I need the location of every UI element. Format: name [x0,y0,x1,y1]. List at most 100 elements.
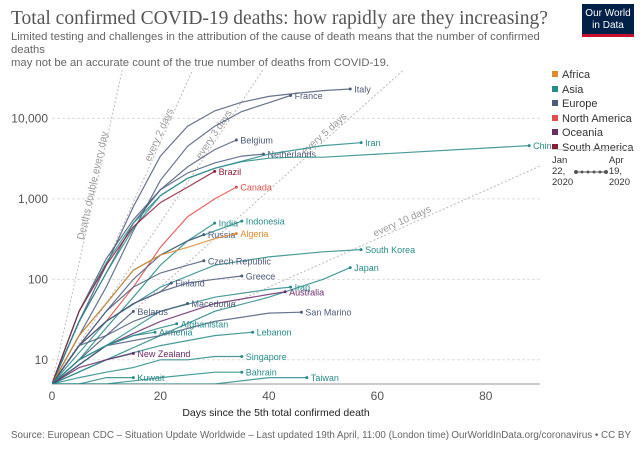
x-tick-label: 0 [49,389,56,403]
legend-swatch [552,114,558,121]
timeline-control[interactable]: Jan 22, 2020 Apr 19, 2020 [552,155,634,191]
series-label: Belarus [137,307,168,317]
series-endpoint [283,290,287,294]
timeline-handle-start[interactable] [574,170,578,174]
reference-line [52,69,123,384]
legend-swatch [552,71,558,77]
timeline-dot [580,170,584,174]
timeline-end-day: 19, [608,166,623,177]
series-line-new-zealand [52,352,134,384]
series-endpoint [234,138,238,142]
timeline-start-day: 22, [552,166,566,177]
legend-item-africa[interactable]: Africa [552,68,634,83]
series-line-greece [52,275,242,384]
series-label: Singapore [246,352,287,362]
series-label: South Korea [365,245,415,255]
logo-line-2: in Data [592,20,624,31]
legend-swatch [552,100,558,106]
series-label: Czech Republic [208,256,272,266]
series-endpoint [234,185,238,189]
legend-label: Asia [562,83,584,96]
legend-item-south-america[interactable]: South America [552,141,634,156]
series-endpoint [359,141,363,145]
legend-label: Oceania [562,127,603,139]
y-tick-label: 100 [28,272,48,286]
owid-link[interactable]: OurWorldInData.org/coronavirus • CC BY [451,430,631,441]
legend-item-north-america[interactable]: North America [552,112,634,127]
series-label: Algeria [240,229,268,239]
owid-logo[interactable]: Our World in Data [582,4,634,37]
series-endpoint [234,232,238,236]
series-line-armenia [52,331,156,384]
series-endpoint [131,309,135,313]
series-label: India [219,219,239,229]
series-endpoint [175,322,179,326]
series-endpoint [213,169,217,173]
series-endpoint [348,266,352,270]
timeline-start: Jan 22, 2020 [552,155,573,188]
series-endpoint [240,354,244,358]
series-label: Lebanon [257,328,292,338]
series-label: Bahrain [246,368,277,378]
series-line-brazil [52,170,216,384]
reference-line-label: every 3 days [194,108,235,161]
series-endpoint [240,219,244,223]
timeline-dot [592,170,596,174]
chart-legend: Africa Asia Europe North America Oceania… [552,68,634,155]
series-label: Afghanistan [181,319,229,329]
legend-swatch [552,129,558,135]
series-label: Brazil [219,167,242,177]
series-endpoint [169,281,173,285]
reference-line-label: every 10 days [372,204,433,239]
series-label: Italy [354,85,371,95]
series-label: China [533,141,557,151]
reference-line [52,69,404,384]
legend-swatch [552,85,558,92]
timeline-end-month: Apr [608,155,624,166]
series-label: Iran [365,138,381,148]
chart-subtitle: Limited testing and challenges in the at… [11,31,551,70]
reference-line-label: Deaths double every day [76,131,111,241]
series-label: Macedonia [192,299,236,309]
series-endpoint [186,302,190,306]
timeline-end-year: 2020 [608,177,630,188]
timeline-start-month: Jan [552,155,568,166]
series-endpoint [131,351,135,355]
timeline-handle-end[interactable] [604,170,608,174]
y-tick-label: 1,000 [18,192,48,206]
series-line-china [52,145,530,384]
reference-line-label: every 2 days [143,107,176,163]
series-endpoint [289,93,293,97]
timeline-start-year: 2020 [552,177,574,188]
source-note: Source: European CDC – Situation Update … [11,430,450,441]
timeline-slider[interactable] [552,155,634,191]
series-line-italy [52,88,351,384]
x-axis-title: Days since the 5th total confirmed death [182,407,370,419]
legend-item-europe[interactable]: Europe [552,97,634,112]
series-endpoint [131,376,135,380]
series-endpoint [213,221,217,225]
reference-line [52,69,264,384]
series-line-russia [52,234,205,384]
series-endpoint [299,310,303,314]
series-line-algeria [52,233,237,384]
legend-label: North America [562,112,632,125]
series-label: Netherlands [267,150,316,160]
series-endpoint [202,259,206,263]
legend-label: Africa [562,69,591,81]
series-label: Kuwait [137,373,165,383]
series-line-singapore [52,355,242,384]
timeline-dot [586,170,590,174]
series-label: Australia [289,287,324,297]
legend-item-asia[interactable]: Asia [552,83,634,98]
series-line-san-marino [52,311,302,384]
subtitle-line-1: Limited testing and challenges in the at… [11,31,540,56]
x-tick-label: 80 [479,389,493,403]
series-line-netherlands [52,153,264,384]
series-endpoint [289,285,293,289]
series-line-macedonia [52,303,188,384]
legend-item-oceania[interactable]: Oceania [552,126,634,141]
subtitle-line-2: may not be an accurate count of the true… [11,57,390,69]
series-label: Greece [246,272,276,282]
